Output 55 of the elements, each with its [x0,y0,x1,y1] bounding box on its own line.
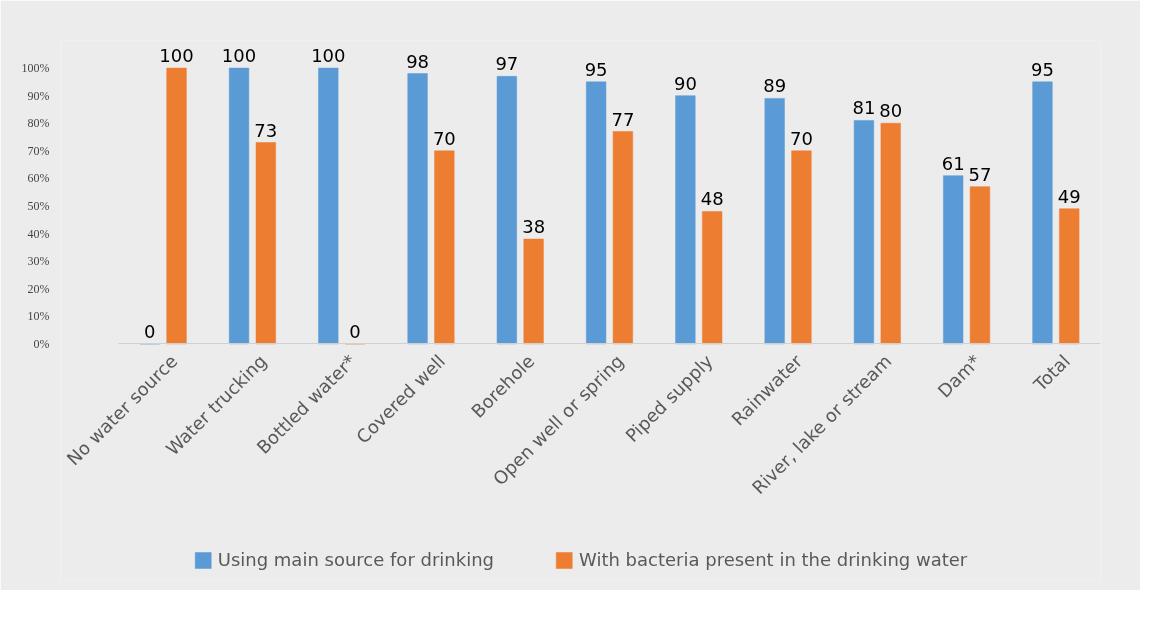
y-tick-label: 10% [27,309,50,324]
bar [969,186,991,345]
y-tick-label: 70% [27,143,50,158]
y-tick-label: 80% [27,116,50,131]
legend-label: With bacteria present in the drinking water [579,549,968,570]
data-label: 77 [611,108,635,130]
y-tick-label: 100% [21,61,50,76]
bar [853,120,874,345]
data-label: 95 [1031,58,1054,80]
bar [586,81,607,345]
bar [228,67,250,345]
bar [791,150,812,345]
data-label: 100 [221,45,257,67]
bar [434,150,455,345]
bar [255,142,276,345]
y-tick-label: 60% [27,171,50,186]
y-tick-label: 0% [33,336,50,351]
bar [318,67,339,345]
bar [764,98,785,345]
data-label: 95 [584,58,608,80]
bar [943,175,964,345]
data-label: 90 [673,72,697,94]
data-label: 61 [941,152,965,174]
data-label: 70 [432,127,456,149]
data-label: 0 [349,320,361,342]
data-label: 0 [144,320,156,342]
bar [702,211,723,345]
data-label: 98 [406,50,430,72]
data-label: 70 [789,127,813,149]
bar [407,73,428,345]
y-tick-label: 40% [27,226,50,241]
data-label: 38 [522,216,546,238]
data-label: 100 [311,45,346,67]
data-label: 57 [968,163,992,185]
bar [166,67,187,345]
data-label: 80 [879,100,903,122]
bar [612,131,633,345]
y-tick-label: 20% [27,281,50,296]
bar [880,122,901,345]
bar [496,76,517,345]
legend-label: Using main source for drinking [217,549,495,570]
data-label: 100 [159,45,194,67]
y-tick-label: 90% [27,88,50,103]
data-label: 89 [763,75,787,97]
bar [1059,208,1080,345]
y-tick-label: 50% [27,198,50,213]
data-label: 73 [254,119,278,141]
data-label: 97 [495,53,519,75]
data-label: 48 [700,188,724,210]
bar [1032,81,1053,345]
bar [523,238,544,345]
data-label: 81 [852,97,876,119]
y-tick-label: 30% [27,254,50,269]
bar [675,95,696,345]
data-label: 49 [1057,185,1081,207]
